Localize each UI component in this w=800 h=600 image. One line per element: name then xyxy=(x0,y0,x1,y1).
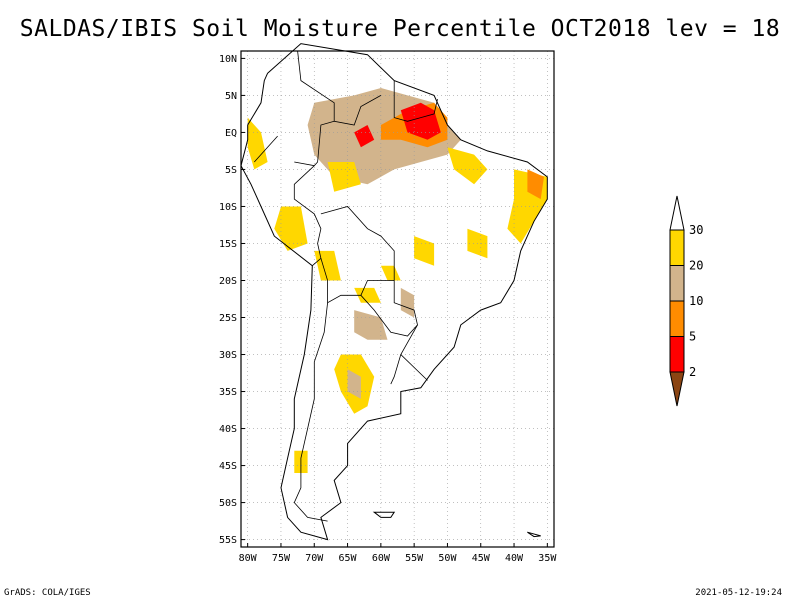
colorbar-label: 20 xyxy=(689,259,703,273)
country-border xyxy=(293,165,322,267)
colorbar-bin-10-20 xyxy=(669,265,685,302)
shading-region-7 xyxy=(354,310,388,340)
shading-region-13 xyxy=(274,206,308,251)
shading-region-19 xyxy=(327,162,361,192)
lon-tick-label: 45W xyxy=(472,553,491,564)
shading-region-16 xyxy=(414,236,435,266)
island-outline xyxy=(527,531,541,538)
shading-region-3 xyxy=(400,102,441,140)
coastline xyxy=(240,43,548,541)
shading-region-4 xyxy=(354,125,375,148)
percentile-shading xyxy=(247,88,548,473)
map-gridlines xyxy=(241,51,554,547)
footer-credit: GrADS: COLA/IGES xyxy=(4,588,91,598)
colorbar-bin-2-5 xyxy=(669,336,685,373)
country-border xyxy=(297,50,382,126)
lon-tick-label: 55W xyxy=(405,553,424,564)
lat-tick-label: 10N xyxy=(219,54,237,65)
colorbar-label: 30 xyxy=(689,223,703,237)
lat-tick-label: 10S xyxy=(219,202,237,213)
country-border xyxy=(320,206,395,281)
shading-region-11 xyxy=(527,169,544,200)
lat-tick-label: 40S xyxy=(219,424,237,435)
lat-tick-label: 5N xyxy=(225,91,237,102)
country-border xyxy=(320,258,395,304)
shading-region-0 xyxy=(247,117,268,170)
lat-tick-label: 45S xyxy=(219,461,237,472)
lon-tick-label: 70W xyxy=(305,553,324,564)
island-outline xyxy=(372,511,396,518)
lon-tick-label: 40W xyxy=(505,553,524,564)
coastline-and-borders xyxy=(240,43,548,541)
lon-tick-label: 35W xyxy=(538,553,557,564)
colorbar-label: 10 xyxy=(689,294,703,308)
colorbar: 30 20 10 5 2 xyxy=(669,195,703,407)
shading-region-9 xyxy=(354,287,381,303)
lat-tick-label: 5S xyxy=(225,165,237,176)
colorbar-bin-5-10 xyxy=(669,300,685,337)
map-axes: 10N 5N EQ 5S 10S 15S 20S 25S 30S 35S 40S 45S 50S 55S8… xyxy=(219,54,557,564)
lat-tick-label: 50S xyxy=(219,498,237,509)
country-border xyxy=(393,80,438,122)
colorbar-label: 2 xyxy=(689,365,696,379)
country-border xyxy=(390,354,402,385)
shading-region-12 xyxy=(447,147,488,185)
shading-region-18 xyxy=(380,265,401,281)
lon-tick-label: 65W xyxy=(339,553,358,564)
lat-tick-label: 20S xyxy=(219,276,237,287)
country-border xyxy=(360,280,418,337)
lat-tick-label: 15S xyxy=(219,239,237,250)
country-border xyxy=(294,120,335,167)
footer-timestamp: 2021-05-12-19:24 xyxy=(695,588,782,598)
colorbar-top-arrow xyxy=(669,195,685,231)
shading-region-14 xyxy=(314,250,341,281)
country-border xyxy=(400,324,428,381)
lat-tick-label: 30S xyxy=(219,350,237,361)
country-border xyxy=(254,135,278,163)
shading-region-8 xyxy=(400,287,415,318)
lon-tick-label: 50W xyxy=(438,553,457,564)
map-frame xyxy=(240,50,555,548)
lon-tick-label: 60W xyxy=(372,553,391,564)
lat-tick-label: 55S xyxy=(219,535,237,546)
lat-tick-label: EQ xyxy=(225,128,237,139)
colorbar-bottom-arrow xyxy=(669,371,685,407)
colorbar-label: 5 xyxy=(689,330,696,344)
lat-tick-label: 25S xyxy=(219,313,237,324)
lon-tick-label: 75W xyxy=(272,553,291,564)
country-border xyxy=(293,302,328,522)
lat-tick-label: 35S xyxy=(219,387,237,398)
colorbar-bin-20-30 xyxy=(669,229,685,266)
map-title: SALDAS/IBIS Soil Moisture Percentile OCT… xyxy=(19,16,781,42)
lon-tick-label: 80W xyxy=(239,553,258,564)
